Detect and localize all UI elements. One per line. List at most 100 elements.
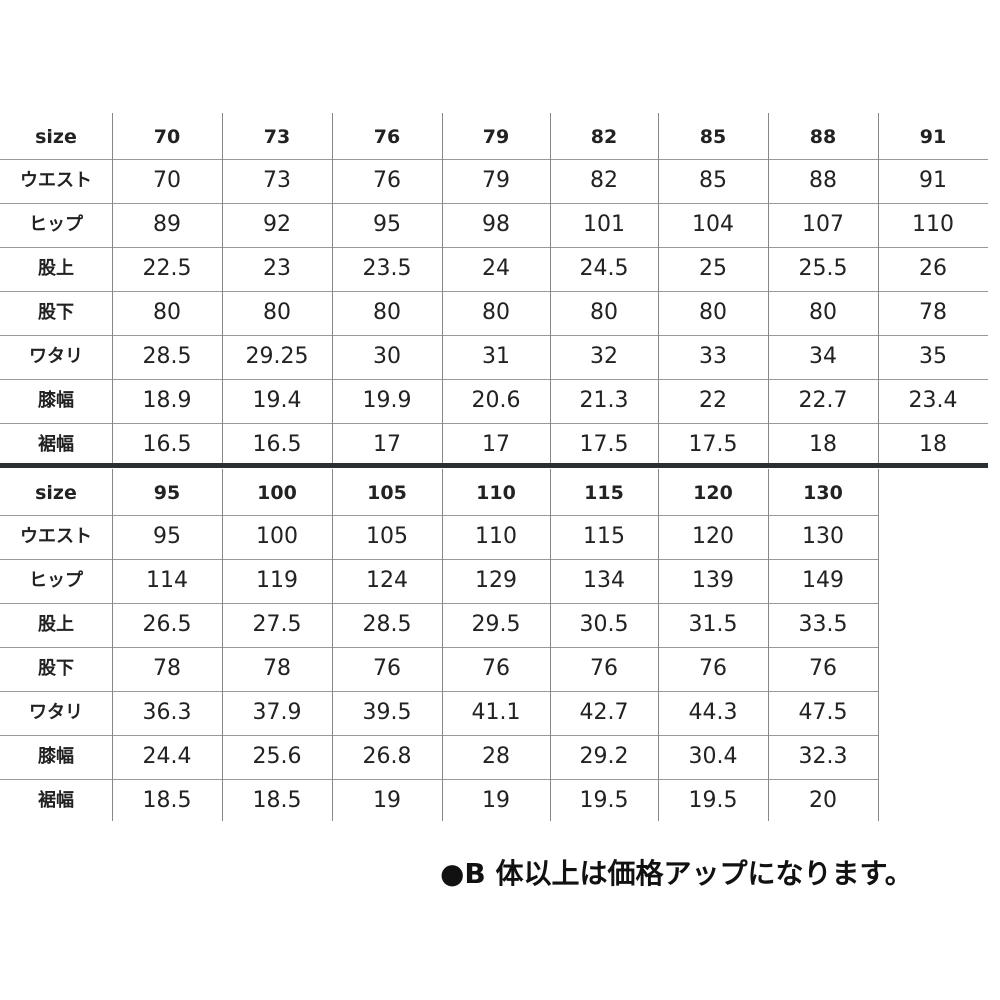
size-header: 82 <box>590 126 618 148</box>
table-cell: 35 <box>919 344 947 369</box>
header-label: size <box>35 482 77 504</box>
table-cell: 24.4 <box>142 744 192 769</box>
size-header: 120 <box>693 482 733 504</box>
table-cell: 29.5 <box>471 612 521 637</box>
column-divider <box>550 113 551 463</box>
size-header: 110 <box>476 482 516 504</box>
column-divider <box>442 469 443 821</box>
table-cell: 34 <box>809 344 837 369</box>
table-cell: 95 <box>153 524 181 549</box>
table-cell: 39.5 <box>362 700 412 725</box>
table-cell: 104 <box>692 212 734 237</box>
row-divider <box>0 291 988 292</box>
table-cell: 19.4 <box>252 388 302 413</box>
row-label: 裾幅 <box>38 434 74 455</box>
size-header: 73 <box>263 126 291 148</box>
table-cell: 119 <box>256 568 298 593</box>
row-label: 股上 <box>38 614 74 635</box>
table-cell: 130 <box>802 524 844 549</box>
table-cell: 110 <box>475 524 517 549</box>
row-label: ワタリ <box>29 702 83 723</box>
row-label: 股下 <box>38 658 74 679</box>
table-cell: 85 <box>699 168 727 193</box>
size-header: 88 <box>809 126 837 148</box>
table-cell: 23.4 <box>908 388 958 413</box>
table-cell: 17.5 <box>688 432 738 457</box>
table-divider <box>0 463 988 468</box>
table-cell: 19 <box>482 788 510 813</box>
table-cell: 25.5 <box>798 256 848 281</box>
table-cell: 89 <box>153 212 181 237</box>
table-cell: 18 <box>919 432 947 457</box>
row-divider <box>0 559 878 560</box>
size-header: 85 <box>699 126 727 148</box>
row-label: ウエスト <box>20 170 92 191</box>
table-cell: 76 <box>482 656 510 681</box>
row-label: ヒップ <box>29 570 83 591</box>
row-label: 裾幅 <box>38 790 74 811</box>
table-cell: 76 <box>809 656 837 681</box>
column-divider <box>112 113 113 463</box>
table-cell: 24 <box>482 256 510 281</box>
table-cell: 80 <box>482 300 510 325</box>
table-cell: 22 <box>699 388 727 413</box>
table-cell: 134 <box>583 568 625 593</box>
column-divider <box>878 113 879 463</box>
table-cell: 18.5 <box>252 788 302 813</box>
table-cell: 110 <box>912 212 954 237</box>
table-cell: 139 <box>692 568 734 593</box>
table-cell: 31.5 <box>688 612 738 637</box>
table-cell: 91 <box>919 168 947 193</box>
table-cell: 18.5 <box>142 788 192 813</box>
row-divider <box>0 423 988 424</box>
table-cell: 76 <box>373 168 401 193</box>
table-cell: 80 <box>590 300 618 325</box>
table-cell: 28.5 <box>362 612 412 637</box>
table-cell: 30.4 <box>688 744 738 769</box>
table-cell: 44.3 <box>688 700 738 725</box>
table-cell: 17 <box>482 432 510 457</box>
row-label: ワタリ <box>29 346 83 367</box>
row-label: 股上 <box>38 258 74 279</box>
table-cell: 28 <box>482 744 510 769</box>
size-header: 95 <box>153 482 181 504</box>
size-header: 115 <box>584 482 624 504</box>
table-cell: 28.5 <box>142 344 192 369</box>
column-divider <box>332 469 333 821</box>
table-cell: 30 <box>373 344 401 369</box>
table-cell: 101 <box>583 212 625 237</box>
row-divider <box>0 247 988 248</box>
size-header: 79 <box>482 126 510 148</box>
column-divider <box>550 469 551 821</box>
column-divider <box>332 113 333 463</box>
row-divider <box>0 779 878 780</box>
table-cell: 31 <box>482 344 510 369</box>
table-cell: 26.8 <box>362 744 412 769</box>
size-header: 130 <box>803 482 843 504</box>
table-cell: 20.6 <box>471 388 521 413</box>
table-cell: 29.2 <box>579 744 629 769</box>
table-cell: 19.9 <box>362 388 412 413</box>
table-cell: 124 <box>366 568 408 593</box>
table-cell: 88 <box>809 168 837 193</box>
table-cell: 19 <box>373 788 401 813</box>
table-cell: 115 <box>583 524 625 549</box>
table-cell: 76 <box>699 656 727 681</box>
table-cell: 76 <box>590 656 618 681</box>
table-cell: 80 <box>699 300 727 325</box>
table-cell: 22.5 <box>142 256 192 281</box>
table-cell: 42.7 <box>579 700 629 725</box>
price-note: ●B 体以上は価格アップになります。 <box>440 857 913 890</box>
table-cell: 78 <box>919 300 947 325</box>
table-cell: 30.5 <box>579 612 629 637</box>
table-cell: 80 <box>373 300 401 325</box>
table-cell: 27.5 <box>252 612 302 637</box>
table-cell: 17 <box>373 432 401 457</box>
table-cell: 80 <box>809 300 837 325</box>
column-divider <box>768 113 769 463</box>
table-cell: 92 <box>263 212 291 237</box>
table-cell: 23.5 <box>362 256 412 281</box>
table-cell: 22.7 <box>798 388 848 413</box>
row-divider <box>0 335 988 336</box>
row-label: ウエスト <box>20 526 92 547</box>
